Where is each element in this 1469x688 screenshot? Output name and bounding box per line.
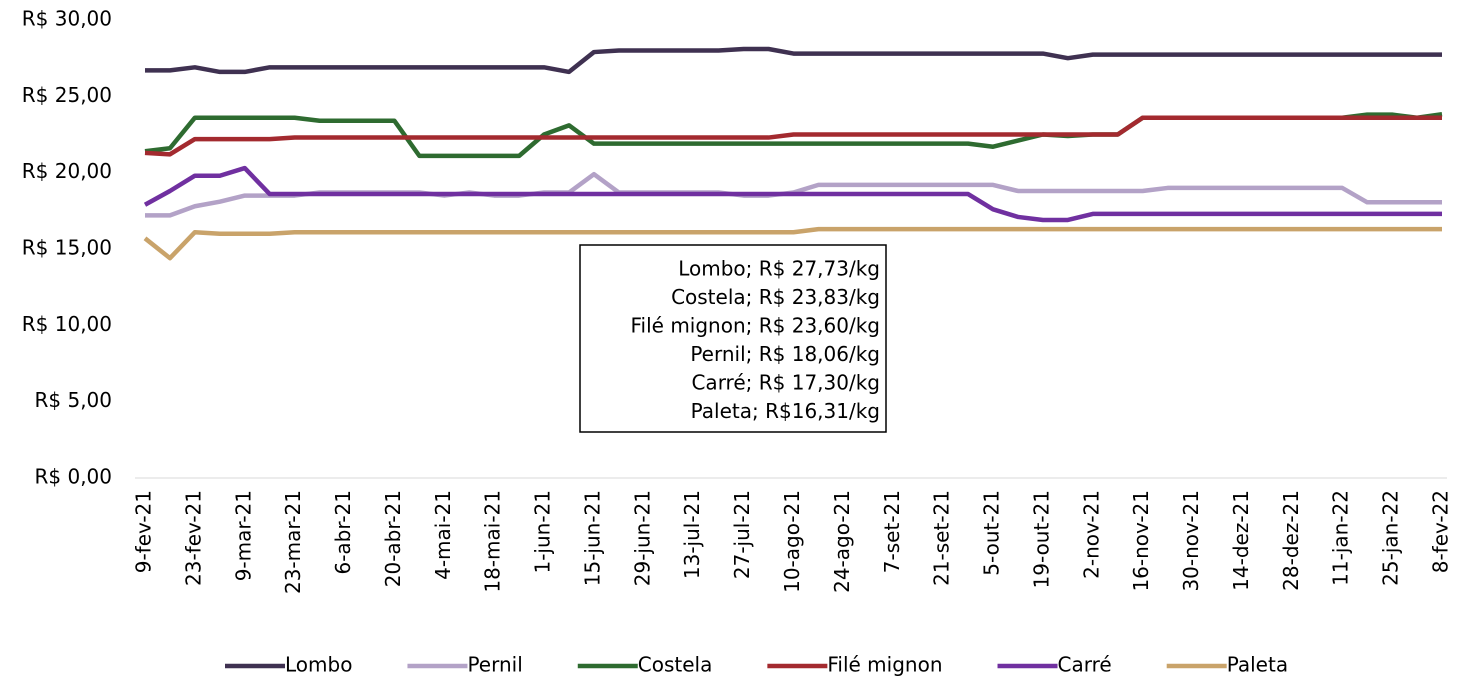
x-tick-label: 14-dez-21 xyxy=(1229,490,1253,591)
annotation-line: Costela; R$ 23,83/kg xyxy=(671,285,880,309)
x-tick-label: 15-jun-21 xyxy=(580,490,604,586)
annotation-line: Pernil; R$ 18,06/kg xyxy=(690,342,880,366)
x-tick-label: 23-mar-21 xyxy=(281,490,305,594)
x-tick-label: 21-set-21 xyxy=(930,490,954,586)
x-tick-label: 20-abr-21 xyxy=(381,490,405,587)
y-tick-label: R$ 25,00 xyxy=(22,83,112,107)
y-tick-label: R$ 0,00 xyxy=(34,465,112,489)
annotation-line: Carré; R$ 17,30/kg xyxy=(691,371,880,395)
x-tick-label: 30-nov-21 xyxy=(1179,490,1203,592)
series-line xyxy=(143,165,1442,223)
series-line xyxy=(143,226,1442,261)
series-line xyxy=(144,115,1442,157)
legend-label: Lombo xyxy=(285,653,352,677)
x-tick-label: 10-ago-21 xyxy=(780,490,804,593)
x-tick-label: 8-fev-22 xyxy=(1429,490,1453,573)
y-tick-label: R$ 10,00 xyxy=(22,312,112,336)
series-line xyxy=(145,46,1442,75)
x-tick-label: 27-jul-21 xyxy=(730,490,754,579)
y-tick-label: R$ 30,00 xyxy=(22,7,112,31)
x-tick-label: 28-dez-21 xyxy=(1279,490,1303,591)
x-tick-label: 7-set-21 xyxy=(880,490,904,573)
legend-label: Paleta xyxy=(1227,653,1288,677)
annotation-box xyxy=(579,244,887,433)
x-tick-label: 23-fev-21 xyxy=(181,490,205,586)
annotation-line: Filé mignon; R$ 23,60/kg xyxy=(631,314,881,338)
y-tick-label: R$ 20,00 xyxy=(22,159,112,183)
x-tick-label: 6-abr-21 xyxy=(331,490,355,575)
x-tick-label: 18-mai-21 xyxy=(481,490,505,593)
x-tick-label: 1-jun-21 xyxy=(531,490,555,574)
x-tick-label: 16-nov-21 xyxy=(1129,490,1153,592)
x-tick-label: 29-jun-21 xyxy=(630,490,654,586)
x-tick-label: 13-jul-21 xyxy=(680,490,704,579)
x-tick-label: 9-mar-21 xyxy=(231,490,255,581)
legend-label: Carré xyxy=(1058,653,1112,677)
x-tick-label: 9-fev-21 xyxy=(132,490,156,573)
annotation-line: Lombo; R$ 27,73/kg xyxy=(678,257,880,281)
legend: Lombo Pernil Costela Filé mignon Carré Paleta xyxy=(225,653,1288,677)
x-tick-label: 25-jan-22 xyxy=(1379,490,1403,586)
legend-label: Pernil xyxy=(467,653,522,677)
annotation-line: Paleta; R$16,31/kg xyxy=(691,399,880,423)
legend-label: Costela xyxy=(638,653,713,677)
x-tick-label: 11-jan-22 xyxy=(1329,490,1353,586)
y-tick-label: R$ 5,00 xyxy=(34,388,112,412)
x-tick-label: 2-nov-21 xyxy=(1079,490,1103,579)
x-tick-label: 19-out-21 xyxy=(1029,490,1053,588)
y-tick-label: R$ 15,00 xyxy=(22,236,112,260)
legend-label: Filé mignon xyxy=(827,653,942,677)
x-tick-label: 4-mai-21 xyxy=(431,490,455,580)
x-tick-label: 24-ago-21 xyxy=(830,490,854,593)
x-tick-label: 5-out-21 xyxy=(980,490,1004,576)
